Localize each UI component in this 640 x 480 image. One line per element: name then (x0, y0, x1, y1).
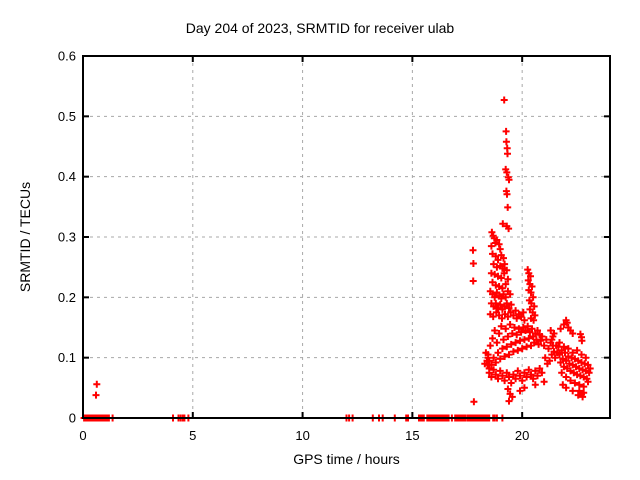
y-tick-label: 0.1 (58, 350, 76, 365)
data-points (80, 96, 594, 422)
y-tick-label: 0.3 (58, 230, 76, 245)
y-tick-label: 0.4 (58, 169, 76, 184)
x-tick-label: 10 (295, 428, 309, 443)
y-tick-label: 0.6 (58, 49, 76, 64)
chart-title: Day 204 of 2023, SRMTID for receiver ula… (185, 20, 455, 36)
x-tick-label: 15 (405, 428, 419, 443)
x-tick-label: 20 (515, 428, 529, 443)
y-tick-label: 0.2 (58, 290, 76, 305)
y-tick-label: 0 (69, 411, 76, 426)
x-axis-label: GPS time / hours (293, 451, 400, 467)
x-tick-label: 0 (79, 428, 86, 443)
x-tick-label: 5 (189, 428, 196, 443)
y-tick-label: 0.5 (58, 109, 76, 124)
